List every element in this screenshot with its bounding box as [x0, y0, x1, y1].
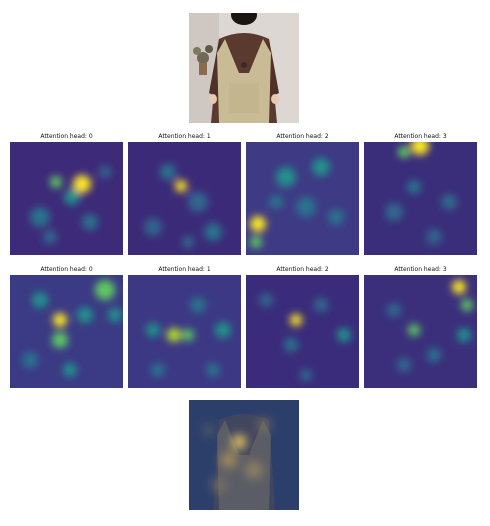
attention-map-row2-head-1 [128, 275, 241, 388]
person-in-knit-vest-image [189, 13, 299, 123]
attention-map-row2-head-3 [364, 275, 477, 388]
head-3-title-row2: Attention head: 3 [394, 266, 447, 273]
head-2-title-row1: Attention head: 2 [276, 133, 329, 140]
attention-map-row2-head-2 [246, 275, 359, 388]
attention-overlay [189, 400, 299, 510]
attention-map-row1-head-0 [10, 142, 123, 255]
head-2-title-row2: Attention head: 2 [276, 266, 329, 273]
attention-map-row1-head-2 [246, 142, 359, 255]
attention-map-row1-head-3 [364, 142, 477, 255]
attention-overlay-image [189, 400, 299, 510]
head-1-title-row2: Attention head: 1 [158, 266, 211, 273]
input-image [189, 13, 299, 123]
head-3-title-row1: Attention head: 3 [394, 133, 447, 140]
attention-map-row1-head-1 [128, 142, 241, 255]
head-0-title-row1: Attention head: 0 [40, 133, 93, 140]
head-0-title-row2: Attention head: 0 [40, 266, 93, 273]
head-1-title-row1: Attention head: 1 [158, 133, 211, 140]
attention-map-row2-head-0 [10, 275, 123, 388]
